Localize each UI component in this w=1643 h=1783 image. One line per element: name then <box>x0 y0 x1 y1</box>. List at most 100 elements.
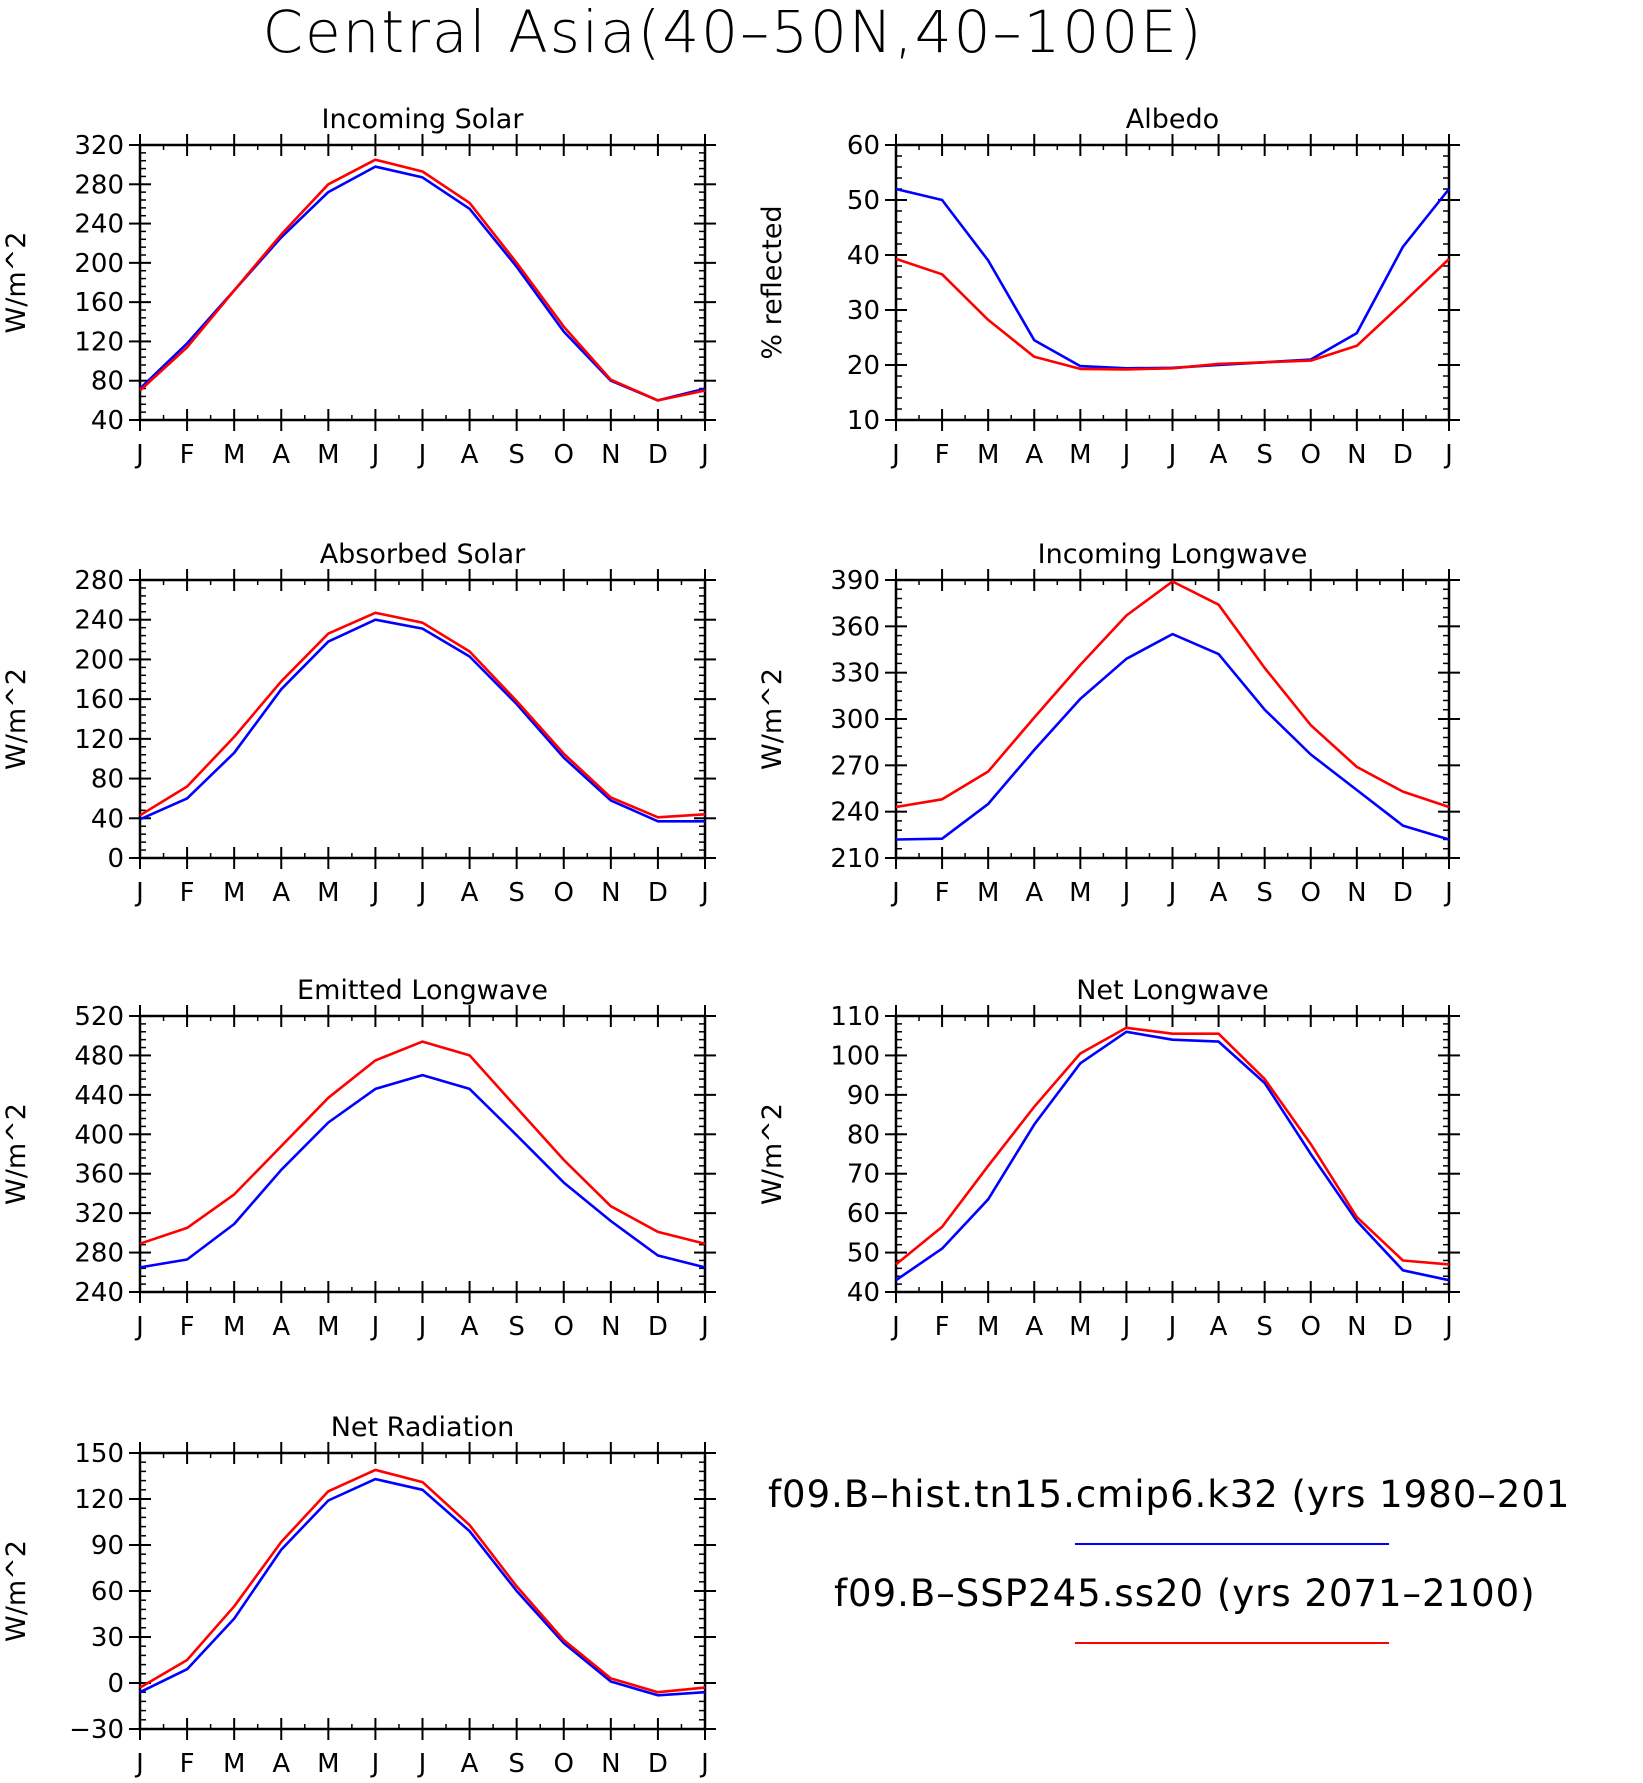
y-tick-label: −30 <box>69 1715 124 1745</box>
series-line-historical <box>139 165 706 402</box>
panel-title: Emitted Longwave <box>297 975 548 1006</box>
y-tick-label: 40 <box>91 406 124 436</box>
y-tick-label: 300 <box>830 705 880 735</box>
x-tick-label: O <box>1301 1312 1321 1342</box>
x-tick-label: J <box>134 1749 144 1779</box>
x-tick-label: J <box>699 1749 709 1779</box>
y-axis-label: W/m^2 <box>1 1103 32 1205</box>
y-tick-label: 270 <box>830 751 880 781</box>
y-tick-label: 80 <box>91 367 124 397</box>
panel-title: Net Radiation <box>331 1412 515 1443</box>
x-tick-label: J <box>370 878 380 908</box>
x-tick-label: D <box>648 440 668 470</box>
series-line-historical <box>139 618 705 823</box>
panel-title: Absorbed Solar <box>320 539 526 570</box>
y-tick-label: 240 <box>74 606 124 636</box>
x-tick-label: O <box>1301 440 1321 470</box>
x-tick-label: A <box>1210 440 1228 470</box>
x-tick-label: S <box>508 878 525 908</box>
series-line-ssp245 <box>895 257 1450 371</box>
y-tick-label: 20 <box>847 351 880 381</box>
series-line-historical <box>895 187 1451 370</box>
plot-frame <box>894 1014 1451 1294</box>
y-tick-label: 280 <box>74 170 124 200</box>
x-tick-label: J <box>1443 440 1453 470</box>
x-tick-label: A <box>1210 1312 1228 1342</box>
x-tick-label: J <box>890 440 900 470</box>
x-tick-label: J <box>1443 878 1453 908</box>
y-tick-label: 70 <box>847 1160 880 1190</box>
x-tick-label: O <box>554 440 574 470</box>
y-tick-label: 240 <box>74 1278 124 1308</box>
y-tick-label: 80 <box>91 765 124 795</box>
x-tick-label: F <box>180 440 195 470</box>
series-line-ssp245 <box>895 1026 1450 1266</box>
series-line-ssp245 <box>895 580 1450 809</box>
y-tick-label: 120 <box>74 1485 124 1515</box>
x-tick-label: N <box>601 440 620 470</box>
panel-title: Incoming Longwave <box>1038 539 1308 570</box>
x-tick-label: J <box>134 878 144 908</box>
y-tick-label: 390 <box>830 566 880 596</box>
x-tick-label: N <box>601 878 620 908</box>
x-tick-label: J <box>890 1312 900 1342</box>
y-axis-label: W/m^2 <box>1 232 32 334</box>
x-tick-label: A <box>1025 440 1043 470</box>
y-tick-label: 40 <box>847 241 880 271</box>
y-axis-label: W/m^2 <box>1 1540 32 1642</box>
x-tick-label: J <box>370 1312 380 1342</box>
y-tick-label: 40 <box>847 1278 880 1308</box>
series-line-ssp245 <box>139 158 706 402</box>
x-tick-label: J <box>1443 1312 1453 1342</box>
x-tick-label: J <box>417 1749 427 1779</box>
x-tick-label: J <box>890 878 900 908</box>
x-tick-label: A <box>1025 1312 1043 1342</box>
x-tick-label: A <box>272 878 290 908</box>
series-line-ssp245 <box>139 611 706 819</box>
y-tick-label: 150 <box>74 1439 124 1469</box>
x-tick-label: M <box>1069 440 1091 470</box>
x-tick-label: M <box>317 878 339 908</box>
x-tick-label: A <box>461 440 479 470</box>
x-tick-label: A <box>1025 878 1043 908</box>
y-tick-label: 30 <box>91 1623 124 1653</box>
x-tick-label: M <box>977 1312 999 1342</box>
x-tick-label: S <box>508 1749 525 1779</box>
x-tick-label: M <box>1069 878 1091 908</box>
series-line-historical <box>139 1073 706 1269</box>
y-tick-label: 240 <box>830 798 880 828</box>
x-tick-label: O <box>554 878 574 908</box>
y-tick-label: 80 <box>847 1120 880 1150</box>
y-tick-label: 210 <box>830 844 880 874</box>
y-tick-label: 480 <box>74 1041 124 1071</box>
x-tick-label: A <box>1210 878 1228 908</box>
y-tick-label: 60 <box>847 131 880 161</box>
x-tick-label: J <box>1167 1312 1177 1342</box>
x-tick-label: M <box>223 878 245 908</box>
x-tick-label: D <box>648 878 668 908</box>
x-tick-label: N <box>601 1312 620 1342</box>
x-tick-label: N <box>1347 878 1366 908</box>
x-tick-label: A <box>272 440 290 470</box>
x-tick-label: N <box>1347 1312 1366 1342</box>
x-tick-label: J <box>1121 440 1131 470</box>
legend-label-ssp245: f09.B–SSP245.ss20 (yrs 2071–2100) <box>834 1572 1536 1615</box>
y-tick-label: 360 <box>830 612 880 642</box>
y-tick-label: 280 <box>74 566 124 596</box>
panel-title: Albedo <box>1126 104 1219 135</box>
series-line-historical <box>139 1477 706 1697</box>
x-tick-label: J <box>370 440 380 470</box>
y-tick-label: 50 <box>847 186 880 216</box>
series-line-ssp245 <box>139 1040 706 1245</box>
y-tick-label: 120 <box>74 725 124 755</box>
x-tick-label: N <box>601 1749 620 1779</box>
y-tick-label: 30 <box>847 296 880 326</box>
y-tick-label: 60 <box>91 1577 124 1607</box>
y-tick-label: 330 <box>830 659 880 689</box>
x-tick-label: M <box>223 1312 245 1342</box>
x-tick-label: J <box>699 440 709 470</box>
x-tick-label: J <box>699 878 709 908</box>
